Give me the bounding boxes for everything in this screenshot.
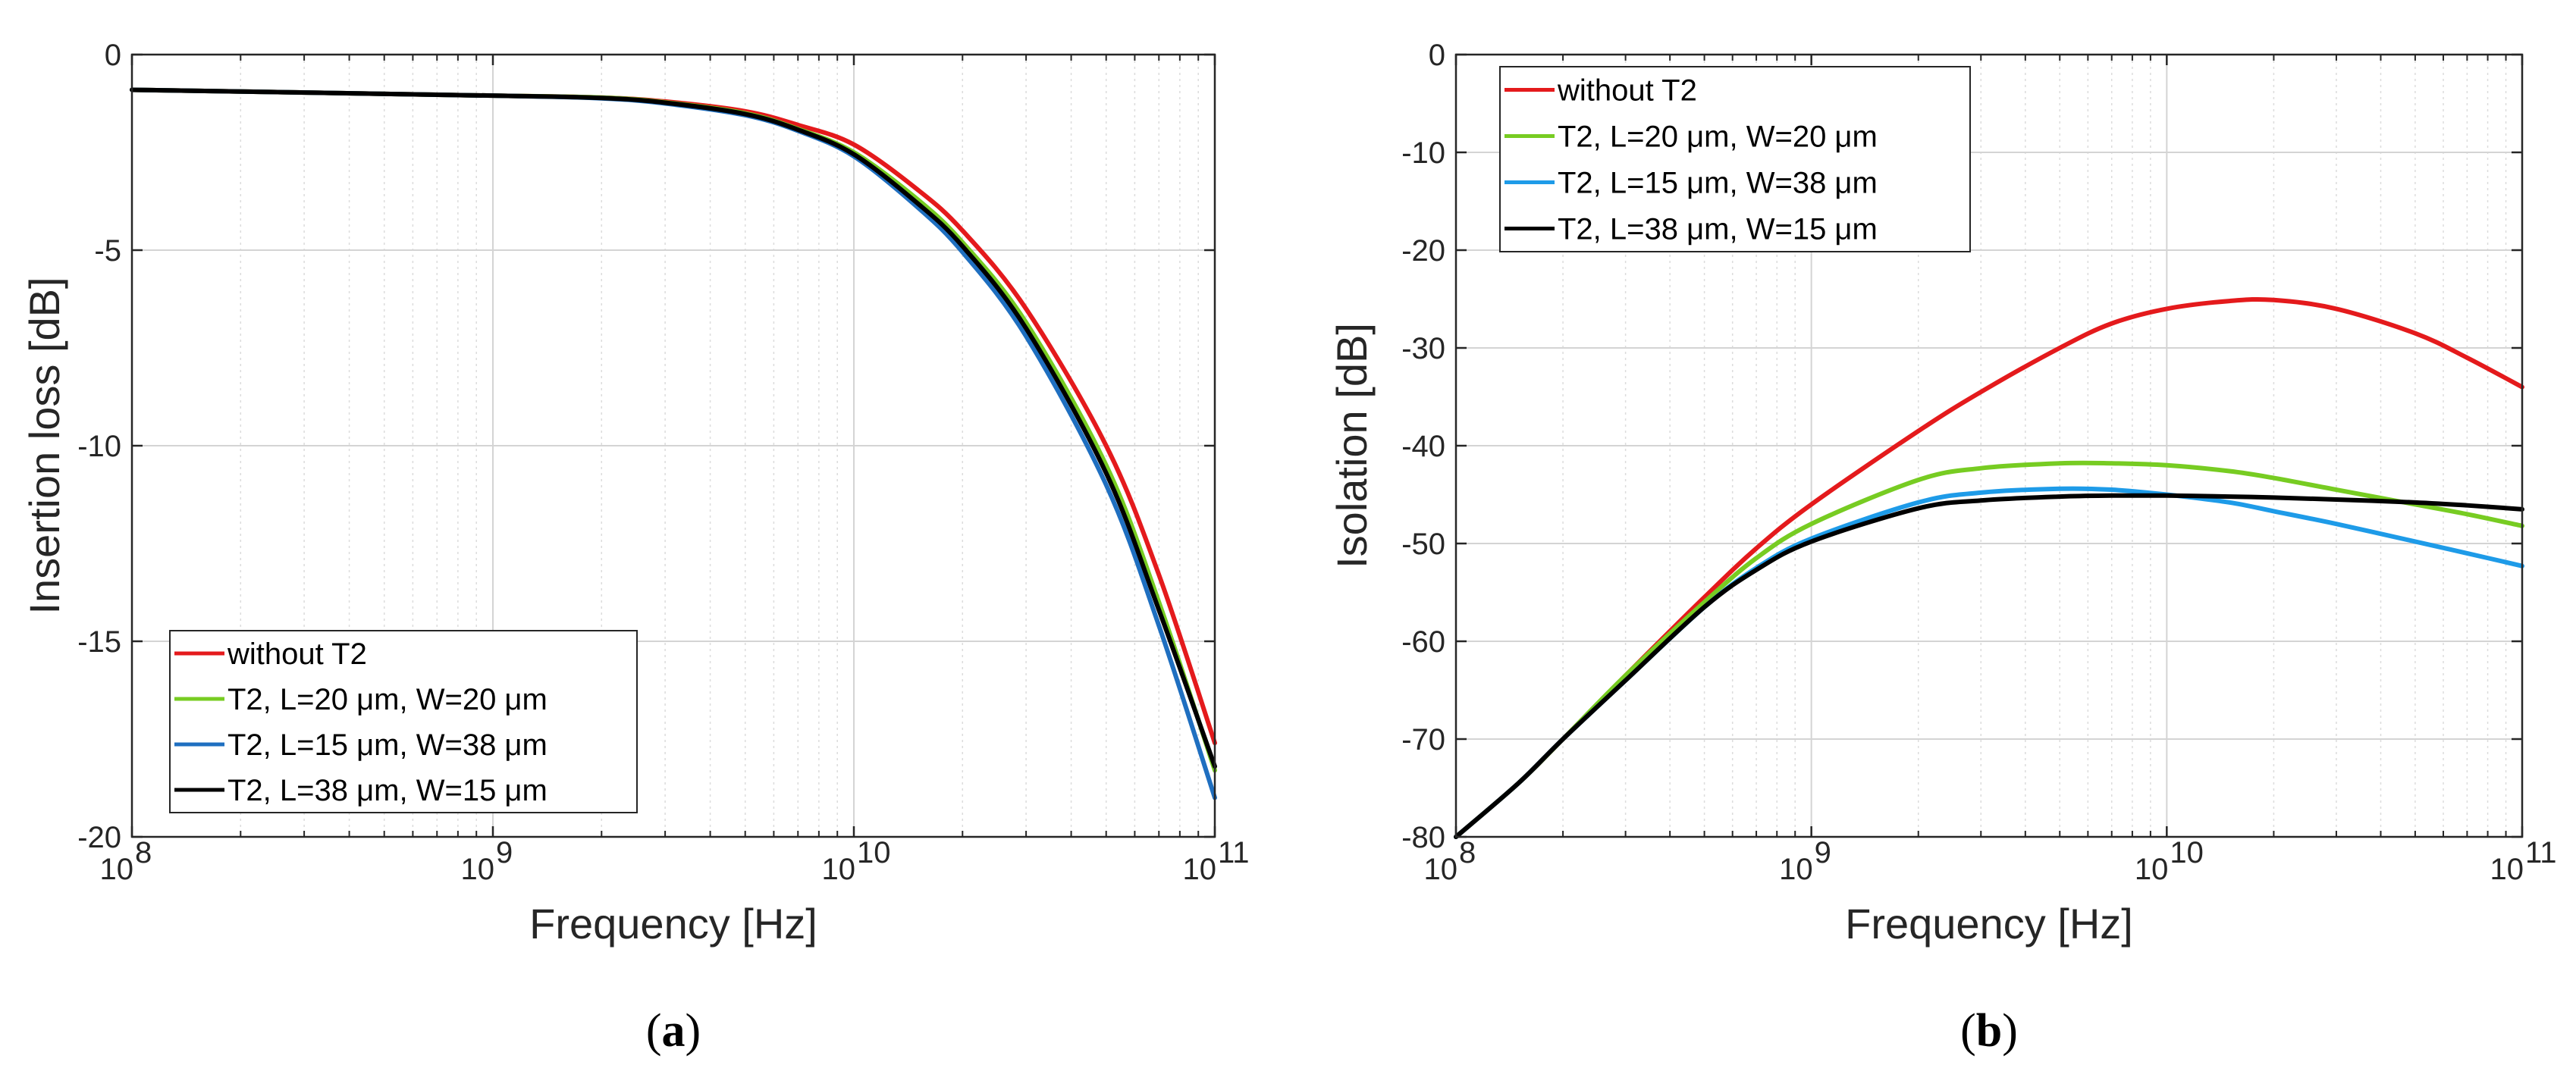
x-tick-label: 10 9 xyxy=(461,836,513,886)
panel-label: (b) xyxy=(1960,1005,2018,1057)
panel-letter: b xyxy=(1976,1005,2002,1057)
x-tick-exponent: 11 xyxy=(1218,836,1250,869)
y-tick-label: 0 xyxy=(1429,39,1445,72)
y-tick-label: 0 xyxy=(105,39,121,72)
x-tick-base: 10 xyxy=(1183,853,1217,886)
y-tick-label: -80 xyxy=(1401,821,1445,854)
legend-label: T2, L=15 μm, W=38 μm xyxy=(227,728,548,762)
legend-item: T2, L=38 μm, W=15 μm xyxy=(1504,213,1878,246)
x-tick-label: 10 10 xyxy=(2135,836,2204,886)
series-group xyxy=(1454,296,2524,839)
legend: without T2 T2, L=20 μm, W=20 μm T2, L=15 μ… xyxy=(169,630,638,813)
legend-label: T2, L=15 μm, W=38 μm xyxy=(1558,167,1878,200)
x-tick-exponent: 10 xyxy=(857,836,891,869)
x-tick-base: 10 xyxy=(461,853,495,886)
x-tick-label: 10 8 xyxy=(1424,836,1476,886)
x-tick-base: 10 xyxy=(1424,853,1458,886)
x-tick-exponent: 8 xyxy=(1459,836,1476,869)
panel-paren-close: ) xyxy=(2002,1005,2018,1057)
x-tick-label: 10 8 xyxy=(100,836,152,886)
x-tick-base: 10 xyxy=(2490,853,2524,886)
x-axis-label: Frequency [Hz] xyxy=(1845,900,2133,948)
legend-item: T2, L=15 μm, W=38 μm xyxy=(174,728,548,762)
y-tick-label: -70 xyxy=(1401,723,1445,757)
panel-paren-close: ) xyxy=(686,1005,701,1057)
legend-label: T2, L=38 μm, W=15 μm xyxy=(1558,213,1878,246)
legend: without T2 T2, L=20 μm, W=20 μm T2, L=15 μ… xyxy=(1499,66,1971,252)
legend-label: without T2 xyxy=(1557,74,1697,108)
legend-item: T2, L=20 μm, W=20 μm xyxy=(174,683,548,716)
x-tick-label: 10 11 xyxy=(2490,836,2557,886)
y-tick-label: -60 xyxy=(1401,625,1445,659)
y-tick-label: -20 xyxy=(1401,234,1445,268)
legend-label: T2, L=20 μm, W=20 μm xyxy=(1558,121,1878,154)
panel-label: (a) xyxy=(646,1005,701,1057)
y-tick-label: -10 xyxy=(77,430,121,463)
y-tick-label: -15 xyxy=(77,625,121,659)
x-tick-exponent: 9 xyxy=(496,836,513,869)
x-tick-exponent: 8 xyxy=(135,836,152,869)
x-tick-exponent: 11 xyxy=(2525,836,2557,869)
y-tick-label: -40 xyxy=(1401,430,1445,463)
panel-paren-open: ( xyxy=(646,1005,662,1057)
x-tick-base: 10 xyxy=(1779,853,1813,886)
legend-box xyxy=(1499,66,1971,252)
legend-item: T2, L=20 μm, W=20 μm xyxy=(1504,121,1878,154)
legend-label: T2, L=38 μm, W=15 μm xyxy=(227,774,548,807)
x-tick-label: 10 10 xyxy=(822,836,891,886)
x-tick-base: 10 xyxy=(100,853,134,886)
y-tick-label: -30 xyxy=(1401,332,1445,365)
x-tick-label: 10 11 xyxy=(1183,836,1250,886)
panel-paren-open: ( xyxy=(1960,1005,1976,1057)
legend-item: T2, L=38 μm, W=15 μm xyxy=(174,774,548,807)
y-tick-label: -20 xyxy=(77,821,121,854)
series-group xyxy=(130,87,1217,800)
legend-label: without T2 xyxy=(227,637,367,671)
y-axis-label: Isolation [dB] xyxy=(1328,323,1376,569)
legend-item: without T2 xyxy=(1504,74,1697,108)
legend-label: T2, L=20 μm, W=20 μm xyxy=(227,683,548,716)
y-tick-label: -10 xyxy=(1401,136,1445,170)
x-axis-label: Frequency [Hz] xyxy=(529,900,817,948)
y-tick-label: -50 xyxy=(1401,528,1445,561)
x-tick-exponent: 9 xyxy=(1815,836,1831,869)
legend-item: T2, L=15 μm, W=38 μm xyxy=(1504,167,1878,200)
x-tick-exponent: 10 xyxy=(2170,836,2204,869)
x-tick-base: 10 xyxy=(2135,853,2169,886)
y-tick-label: -5 xyxy=(94,234,121,268)
legend-item: without T2 xyxy=(174,637,367,671)
series-line-4 xyxy=(1454,493,2524,839)
legend-box xyxy=(169,630,638,813)
series-line-4 xyxy=(130,87,1217,769)
panel-letter: a xyxy=(662,1005,686,1057)
x-tick-base: 10 xyxy=(822,853,856,886)
x-tick-label: 10 9 xyxy=(1779,836,1831,886)
y-axis-label: Insertion loss [dB] xyxy=(20,277,68,614)
series-line-2 xyxy=(1454,460,2524,839)
